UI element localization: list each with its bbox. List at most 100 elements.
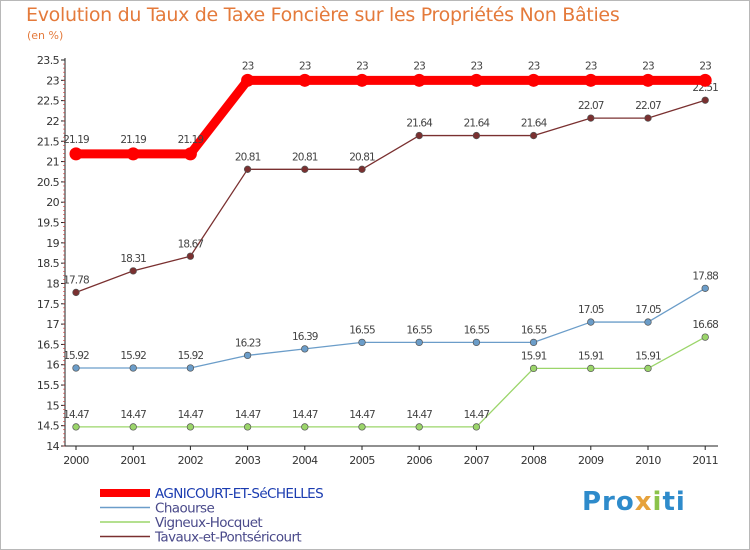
series-line [76, 75, 706, 159]
data-point [529, 338, 538, 347]
x-tick-label: 2006 [406, 454, 432, 467]
data-label: 17.88 [692, 270, 718, 282]
x-tick-label: 2011 [692, 454, 718, 467]
data-label: 16.55 [349, 324, 375, 336]
data-label: 21.64 [521, 118, 548, 130]
data-label: 14.47 [120, 409, 146, 421]
y-tick-label: 15 [46, 399, 59, 412]
data-point [584, 73, 598, 87]
data-label: 14.47 [406, 409, 432, 421]
proxiti-logo: Proxiti [582, 487, 686, 517]
x-tick-label: 2007 [464, 454, 490, 467]
chart-series: 14.47 14.47 14.47 14.47 14.47 14.47 14.47 14.47… [63, 60, 719, 431]
data-point [186, 252, 195, 260]
data-point [358, 338, 366, 347]
chart-legend: AGNICOURT-ET-SéCHELLESChaourseVigneux-Ho… [100, 486, 324, 546]
data-label: 14.47 [235, 409, 261, 421]
data-label: 15.92 [178, 350, 204, 362]
data-point [129, 364, 137, 372]
data-label: 14.47 [63, 409, 89, 421]
y-tick-label: 23.5 [37, 54, 60, 67]
data-point [358, 423, 366, 431]
y-tick-label: 19.5 [37, 217, 60, 230]
x-tick-label: 2010 [635, 454, 661, 467]
data-label: 22.07 [578, 100, 604, 112]
data-label: 15.91 [521, 350, 547, 362]
data-label: 23 [299, 60, 311, 72]
data-point [69, 147, 83, 161]
y-tick-label: 17 [46, 318, 59, 331]
data-point [358, 165, 366, 173]
data-point [701, 284, 709, 292]
data-label: 15.91 [635, 350, 661, 362]
data-point [243, 423, 252, 431]
data-label: 14.47 [464, 409, 490, 421]
y-tick-label: 18 [46, 277, 59, 290]
y-tick-label: 21 [46, 156, 59, 169]
data-label: 21.64 [464, 118, 491, 130]
data-point [527, 73, 541, 87]
data-label: 16.23 [235, 337, 261, 349]
data-point [129, 423, 137, 431]
data-label: 16.39 [292, 331, 318, 343]
data-label: 23 [528, 60, 540, 72]
data-label: 23 [242, 60, 254, 72]
data-label: 22.07 [635, 100, 661, 112]
data-point [529, 364, 538, 373]
data-point [412, 73, 426, 87]
data-point [701, 96, 709, 104]
series-line [76, 287, 706, 369]
data-point [641, 73, 655, 87]
data-label: 15.92 [120, 350, 146, 362]
data-label: 14.47 [292, 409, 318, 421]
y-tick-label: 21.5 [37, 135, 60, 148]
series-0: 21.19 21.19 21.19 23 23 23 23 23 23 23 23 23 [63, 60, 712, 161]
data-point [72, 364, 80, 372]
data-label: 17.78 [63, 274, 89, 286]
data-point [415, 423, 423, 431]
data-point [472, 131, 481, 140]
data-point [183, 147, 197, 161]
data-label: 16.55 [464, 324, 490, 336]
y-tick-label: 20.5 [37, 176, 60, 189]
legend-label: AGNICOURT-ET-SéCHELLES [155, 486, 323, 502]
legend-label: Chaourse [155, 501, 214, 517]
data-label: 16.68 [692, 319, 718, 331]
data-label: 15.91 [578, 350, 604, 362]
x-tick-label: 2000 [63, 454, 89, 467]
data-point [126, 147, 140, 161]
data-point [529, 131, 538, 140]
chart-title: Evolution du Taux de Taxe Foncière sur l… [26, 4, 620, 26]
legend-label: Tavaux-et-Pontséricourt [154, 530, 301, 546]
data-label: 23 [642, 60, 654, 72]
series-2: 14.47 14.47 14.47 14.47 14.47 14.47 14.47 14.47… [63, 319, 719, 431]
y-tick-label: 14.5 [37, 420, 60, 433]
data-point [587, 364, 595, 373]
data-point [301, 165, 309, 173]
y-tick-label: 15.5 [37, 379, 60, 392]
data-label: 23 [471, 60, 483, 72]
y-tick-label: 22 [46, 115, 59, 128]
data-point [355, 73, 369, 87]
series-3: 17.78 18.31 18.67 20.81 20.81 20.81 21.64 21.64… [63, 82, 719, 297]
data-point [243, 165, 252, 173]
data-label: 14.47 [178, 409, 204, 421]
y-tick-label: 17.5 [37, 298, 60, 311]
data-point [469, 73, 483, 87]
series-1: 15.92 15.92 15.92 16.23 16.39 16.55 16.55 16.55… [63, 270, 719, 372]
data-label: 17.05 [578, 304, 604, 316]
data-point [587, 318, 595, 326]
data-point [241, 73, 255, 87]
data-label: 21.19 [63, 134, 89, 146]
data-point [698, 73, 712, 87]
x-tick-label: 2005 [349, 454, 375, 467]
data-point [186, 364, 195, 372]
x-tick-label: 2001 [120, 454, 146, 467]
chart-axes: 14 14.5 15 15.5 16 16.5 17 17.5 18 18.5 19 19.5 20 20… [37, 54, 719, 467]
data-label: 21.64 [406, 118, 433, 130]
y-tick-label: 20 [46, 196, 59, 209]
data-label: 16.55 [406, 324, 432, 336]
data-point [472, 423, 481, 431]
